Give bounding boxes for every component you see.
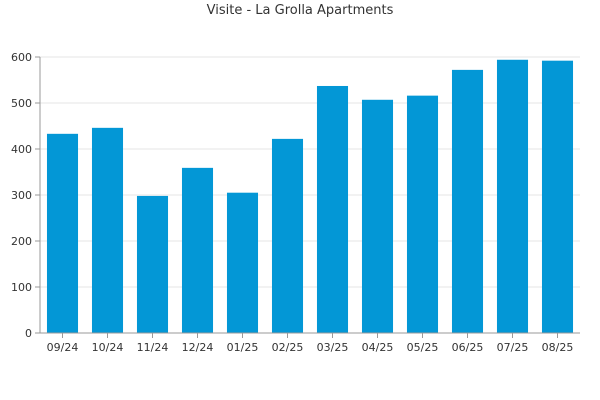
bar-02-25 — [271, 138, 304, 333]
x-tick-label: 01/25 — [227, 341, 259, 354]
bar-05-25 — [406, 95, 439, 333]
gridlines — [40, 56, 580, 288]
x-tick-label: 02/25 — [272, 341, 304, 354]
y-tick-label: 300 — [11, 189, 32, 202]
bar-10-24 — [91, 127, 124, 333]
x-tick-label: 11/24 — [137, 341, 169, 354]
x-tick-label: 06/25 — [452, 341, 484, 354]
y-tick-label: 0 — [25, 327, 32, 340]
bar-07-25 — [496, 59, 529, 333]
bar-04-25 — [361, 99, 394, 333]
x-tick-labels: 09/24 10/24 11/24 12/24 01/25 02/25 03/25 04/25… — [47, 333, 574, 354]
x-tick-label: 07/25 — [497, 341, 529, 354]
y-tick-label: 200 — [11, 235, 32, 248]
x-tick-label: 10/24 — [92, 341, 124, 354]
chart-title: Visite - La Grolla Apartments — [206, 3, 394, 18]
y-tick-labels: 0 100 200 300 400 500 600 — [11, 51, 40, 340]
bar-03-25 — [316, 85, 349, 333]
x-tick-label: 03/25 — [317, 341, 349, 354]
y-tick-label: 600 — [11, 51, 32, 64]
bar-12-24 — [181, 167, 214, 333]
bars — [46, 59, 574, 334]
y-tick-label: 100 — [11, 281, 32, 294]
bar-08-25 — [541, 60, 574, 334]
x-tick-label: 12/24 — [182, 341, 214, 354]
x-tick-label: 05/25 — [407, 341, 439, 354]
bar-06-25 — [451, 69, 484, 333]
bar-11-24 — [136, 195, 169, 333]
x-tick-label: 09/24 — [47, 341, 79, 354]
x-tick-label: 08/25 — [542, 341, 574, 354]
y-tick-label: 500 — [11, 97, 32, 110]
y-tick-label: 400 — [11, 143, 32, 156]
bar-01-25 — [226, 192, 259, 333]
x-tick-label: 04/25 — [362, 341, 394, 354]
bar-09-24 — [46, 133, 79, 333]
